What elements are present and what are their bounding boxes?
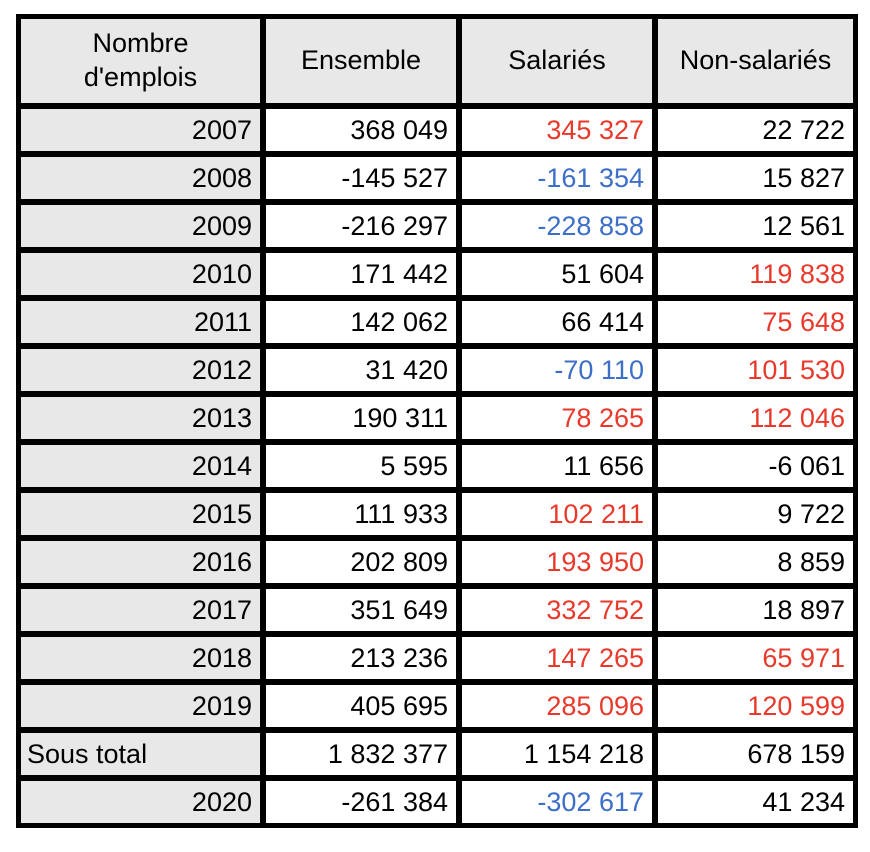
- row-label: 2010: [18, 250, 263, 298]
- value-cell: -70 110: [459, 346, 655, 394]
- value-cell: 1 832 377: [263, 730, 459, 778]
- table-row: 2020 -261 384 -302 617 41 234: [18, 778, 856, 826]
- value-cell: 51 604: [459, 250, 655, 298]
- value-cell: 171 442: [263, 250, 459, 298]
- value-cell: 18 897: [655, 586, 856, 634]
- table-row: Sous total 1 832 377 1 154 218 678 159: [18, 730, 856, 778]
- value-cell: -216 297: [263, 202, 459, 250]
- value-cell: 332 752: [459, 586, 655, 634]
- header-salaries: Salariés: [459, 16, 655, 106]
- row-label: Sous total: [18, 730, 263, 778]
- table-row: 2008 -145 527 -161 354 15 827: [18, 154, 856, 202]
- value-cell: 351 649: [263, 586, 459, 634]
- value-cell: 368 049: [263, 106, 459, 154]
- value-cell: 22 722: [655, 106, 856, 154]
- value-cell: 345 327: [459, 106, 655, 154]
- value-cell: 193 950: [459, 538, 655, 586]
- table-row: 2012 31 420 -70 110 101 530: [18, 346, 856, 394]
- value-cell: 66 414: [459, 298, 655, 346]
- value-cell: 41 234: [655, 778, 856, 826]
- header-nombre-emplois: Nombre d'emplois: [18, 16, 263, 106]
- header-non-salaries: Non-salariés: [655, 16, 856, 106]
- table-row: 2011 142 062 66 414 75 648: [18, 298, 856, 346]
- row-label: 2020: [18, 778, 263, 826]
- row-label: 2016: [18, 538, 263, 586]
- table-row: 2007 368 049 345 327 22 722: [18, 106, 856, 154]
- row-label: 2014: [18, 442, 263, 490]
- row-label: 2008: [18, 154, 263, 202]
- value-cell: 190 311: [263, 394, 459, 442]
- value-cell: 111 933: [263, 490, 459, 538]
- value-cell: 405 695: [263, 682, 459, 730]
- value-cell: 120 599: [655, 682, 856, 730]
- row-label: 2017: [18, 586, 263, 634]
- value-cell: 202 809: [263, 538, 459, 586]
- table-row: 2013 190 311 78 265 112 046: [18, 394, 856, 442]
- row-label: 2015: [18, 490, 263, 538]
- employment-table: Nombre d'emplois Ensemble Salariés Non-s…: [16, 14, 858, 828]
- value-cell: 678 159: [655, 730, 856, 778]
- row-label: 2012: [18, 346, 263, 394]
- value-cell: -228 858: [459, 202, 655, 250]
- table-row: 2016 202 809 193 950 8 859: [18, 538, 856, 586]
- row-label: 2019: [18, 682, 263, 730]
- table-row: 2010 171 442 51 604 119 838: [18, 250, 856, 298]
- table-header: Nombre d'emplois Ensemble Salariés Non-s…: [18, 16, 856, 106]
- value-cell: 285 096: [459, 682, 655, 730]
- value-cell: 5 595: [263, 442, 459, 490]
- table-row: 2014 5 595 11 656 -6 061: [18, 442, 856, 490]
- row-label: 2013: [18, 394, 263, 442]
- value-cell: -302 617: [459, 778, 655, 826]
- table-body: 2007 368 049 345 327 22 722 2008 -145 527 -161…: [18, 106, 856, 826]
- value-cell: 31 420: [263, 346, 459, 394]
- row-label: 2007: [18, 106, 263, 154]
- row-label: 2018: [18, 634, 263, 682]
- value-cell: 142 062: [263, 298, 459, 346]
- value-cell: -6 061: [655, 442, 856, 490]
- value-cell: 102 211: [459, 490, 655, 538]
- value-cell: 75 648: [655, 298, 856, 346]
- header-ensemble: Ensemble: [263, 16, 459, 106]
- row-label: 2009: [18, 202, 263, 250]
- value-cell: 65 971: [655, 634, 856, 682]
- value-cell: 119 838: [655, 250, 856, 298]
- table-row: 2019 405 695 285 096 120 599: [18, 682, 856, 730]
- value-cell: 1 154 218: [459, 730, 655, 778]
- value-cell: 78 265: [459, 394, 655, 442]
- value-cell: -161 354: [459, 154, 655, 202]
- table-row: 2009 -216 297 -228 858 12 561: [18, 202, 856, 250]
- value-cell: 9 722: [655, 490, 856, 538]
- value-cell: 12 561: [655, 202, 856, 250]
- table-row: 2015 111 933 102 211 9 722: [18, 490, 856, 538]
- value-cell: 101 530: [655, 346, 856, 394]
- row-label: 2011: [18, 298, 263, 346]
- header-row: Nombre d'emplois Ensemble Salariés Non-s…: [18, 16, 856, 106]
- value-cell: 8 859: [655, 538, 856, 586]
- value-cell: 112 046: [655, 394, 856, 442]
- table-row: 2017 351 649 332 752 18 897: [18, 586, 856, 634]
- value-cell: 147 265: [459, 634, 655, 682]
- value-cell: -261 384: [263, 778, 459, 826]
- table-row: 2018 213 236 147 265 65 971: [18, 634, 856, 682]
- value-cell: 213 236: [263, 634, 459, 682]
- value-cell: 15 827: [655, 154, 856, 202]
- value-cell: -145 527: [263, 154, 459, 202]
- value-cell: 11 656: [459, 442, 655, 490]
